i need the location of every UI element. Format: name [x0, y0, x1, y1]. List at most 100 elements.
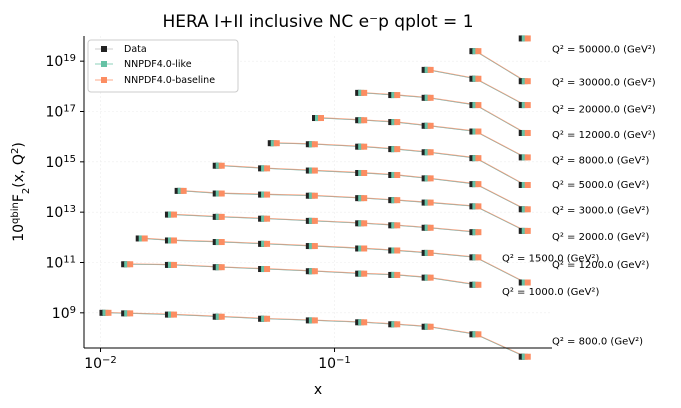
q2-bin: [312, 115, 531, 161]
series-baseline-line: [218, 164, 525, 210]
legend-box: [87, 39, 239, 93]
bin-label: Q² = 12000.0 (GeV²): [552, 130, 656, 141]
baseline-point: [264, 266, 271, 273]
baseline-point: [427, 175, 434, 182]
baseline-point: [264, 165, 271, 172]
baseline-point: [218, 162, 225, 169]
baseline-point: [427, 249, 434, 256]
baseline-point: [475, 229, 482, 236]
baseline-point: [311, 167, 318, 174]
q2-bin: [469, 48, 531, 85]
series-baseline-line: [361, 91, 525, 133]
series-baseline-line: [475, 50, 525, 81]
baseline-point: [427, 323, 434, 330]
q2-bin: [355, 89, 531, 136]
series-data-line: [127, 264, 476, 285]
baseline-point: [361, 143, 368, 150]
baseline-point: [394, 119, 401, 126]
baseline-point: [524, 206, 531, 213]
bin-label: Q² = 2000.0 (GeV²): [552, 232, 649, 243]
series-like-line: [218, 165, 525, 210]
axes: [83, 36, 552, 349]
baseline-point: [170, 261, 177, 268]
y-axis-label: 10qbinF2(x, Q2): [10, 142, 32, 242]
like-point: [124, 310, 131, 317]
baseline-point: [475, 281, 482, 288]
legend-entry-like: NNPDF4.0-like: [95, 59, 192, 70]
baseline-point: [524, 154, 531, 161]
baseline-point: [394, 146, 401, 153]
baseline-point: [475, 48, 482, 55]
x-ticks: 10−2 10−1: [84, 348, 351, 372]
baseline-point: [218, 213, 225, 220]
baseline-point: [311, 317, 318, 324]
x-tick-label: 10−1: [318, 355, 351, 373]
series-baseline-line: [141, 237, 525, 283]
baseline-point: [524, 35, 531, 42]
baseline-point: [127, 310, 134, 317]
y-tick-label: 1011: [45, 254, 76, 272]
legend-entry-baseline: NNPDF4.0-baseline: [95, 75, 215, 86]
baseline-point: [475, 331, 482, 338]
baseline-point: [427, 199, 434, 206]
baseline-point: [264, 315, 271, 322]
bin-label: Q² = 8000.0 (GeV²): [552, 156, 649, 167]
baseline-point: [524, 353, 531, 360]
baseline-point: [394, 222, 401, 229]
q2-bin: [99, 309, 531, 360]
series-baseline-line: [180, 189, 525, 231]
baseline-point: [475, 102, 482, 109]
legend-like-label: NNPDF4.0-like: [124, 59, 192, 70]
bin-label: Q² = 1500.0 (GeV²): [502, 253, 599, 264]
baseline-point: [524, 78, 531, 85]
y-tick-label: 1019: [45, 53, 76, 71]
bin-label: Q² = 5000.0 (GeV²): [552, 180, 649, 191]
baseline-point: [427, 94, 434, 101]
series-like-line: [141, 238, 525, 283]
baseline-point: [394, 171, 401, 178]
legend-like-marker: [101, 61, 107, 67]
baseline-point: [264, 215, 271, 222]
legend-baseline-label: NNPDF4.0-baseline: [124, 75, 215, 86]
bin-label: Q² = 3000.0 (GeV²): [552, 205, 649, 216]
baseline-point: [361, 169, 368, 176]
bin-label: Q² = 50000.0 (GeV²): [552, 45, 656, 56]
series-like-line: [127, 263, 476, 286]
baseline-point: [475, 155, 482, 162]
baseline-point: [180, 187, 187, 194]
baseline-point: [524, 102, 531, 109]
baseline-point: [427, 224, 434, 231]
x-axis-label: x: [314, 382, 322, 398]
baseline-point: [394, 197, 401, 204]
y-tick-label: 1015: [45, 153, 76, 171]
baseline-point: [394, 247, 401, 254]
baseline-point: [318, 115, 324, 122]
q2-bin: [212, 162, 531, 213]
series-data-line: [317, 117, 525, 158]
baseline-point: [475, 75, 482, 82]
bin-label: Q² = 1200.0 (GeV²): [552, 260, 649, 271]
bin-label: Q² = 1000.0 (GeV²): [502, 287, 599, 298]
baseline-point: [394, 92, 401, 99]
baseline-point: [127, 261, 134, 268]
series-baseline-line: [317, 117, 525, 158]
legend-data-marker: [101, 46, 107, 52]
baseline-point: [264, 191, 271, 198]
baseline-point: [361, 117, 368, 124]
series-data-line: [475, 51, 525, 82]
baseline-point: [394, 321, 401, 328]
y-tick-label: 1017: [45, 103, 76, 121]
q2-bin: [121, 261, 482, 288]
series-baseline-line: [127, 263, 476, 285]
series-data-line: [141, 238, 525, 283]
legend-entry-data: Data: [95, 44, 147, 55]
baseline-point: [475, 128, 482, 135]
baseline-point: [273, 140, 280, 147]
x-tick-label: 10−2: [84, 355, 117, 373]
baseline-point: [361, 245, 368, 252]
grid: [84, 36, 552, 348]
baseline-point: [218, 190, 225, 197]
q2-bin: [135, 235, 531, 286]
baseline-point: [427, 66, 434, 73]
baseline-point: [524, 129, 531, 136]
